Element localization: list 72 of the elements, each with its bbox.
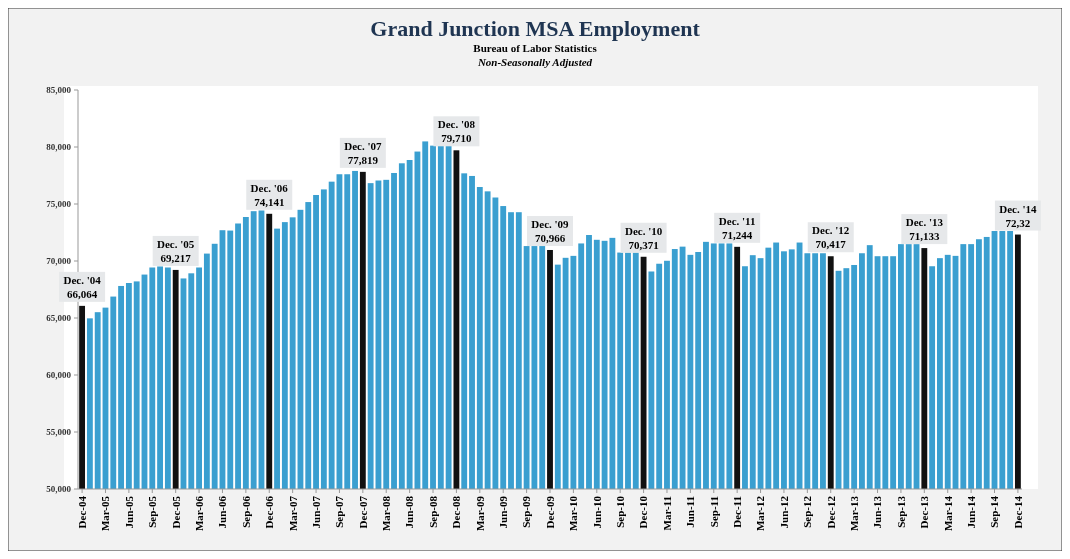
data-label: 79,710 <box>441 132 473 145</box>
chart-title: Grand Junction MSA Employment <box>370 16 701 41</box>
x-tick-label: Mar-07 <box>286 495 299 532</box>
annotation: Dec. '06 <box>250 181 289 194</box>
x-tick-label: Dec-14 <box>1011 495 1024 529</box>
x-tick-label: Sep-11 <box>707 496 720 528</box>
data-label: 74,141 <box>254 195 285 208</box>
x-tick-label: Dec-10 <box>637 495 650 529</box>
x-tick-label: Dec-11 <box>731 496 744 528</box>
x-tick-label: Dec-07 <box>356 495 369 529</box>
x-tick-label: Jun-08 <box>403 495 416 529</box>
x-tick-label: Jun-06 <box>216 495 229 529</box>
y-tick-label: 70,000 <box>46 256 72 267</box>
x-tick-label: Dec-08 <box>450 495 463 529</box>
data-label: 66,064 <box>66 287 98 300</box>
data-label: 77,819 <box>347 153 379 166</box>
data-label: 71,244 <box>722 228 753 241</box>
y-tick-label: 50,000 <box>46 484 72 495</box>
x-tick-label: Dec-13 <box>918 495 931 529</box>
data-label: 69,217 <box>160 251 192 264</box>
x-tick-label: Mar-14 <box>941 495 954 532</box>
annotation: Dec. '04 <box>63 273 102 286</box>
x-tick-label: Jun-14 <box>964 495 977 529</box>
y-tick-label: 75,000 <box>46 199 72 210</box>
data-label: 70,966 <box>534 231 566 244</box>
y-tick-label: 65,000 <box>46 313 72 324</box>
x-tick-label: Mar-06 <box>192 495 205 532</box>
x-tick-label: Sep-08 <box>426 495 439 528</box>
data-label: 71,133 <box>909 230 940 243</box>
x-tick-label: Dec-09 <box>543 495 556 529</box>
annotation: Dec. '14 72,32 <box>999 202 1038 229</box>
x-tick-label: Sep-09 <box>520 495 533 528</box>
x-tick-label: Jun-07 <box>309 495 322 529</box>
x-tick-label: Sep-10 <box>614 495 627 528</box>
x-tick-label: Sep-07 <box>333 495 346 528</box>
x-tick-label: Mar-11 <box>660 496 673 531</box>
annotation: Dec. '08 <box>437 118 476 131</box>
y-tick-label: 55,000 <box>46 427 72 438</box>
y-tick-label: 60,000 <box>46 370 72 381</box>
x-tick-label: Mar-12 <box>754 495 767 532</box>
x-tick-label: Jun-12 <box>777 495 790 529</box>
chart-subtitle: Bureau of Labor Statistics Non-Seasonally Adjusted <box>473 42 598 68</box>
x-tick-label: Jun-09 <box>497 495 510 529</box>
data-label: 70,371 <box>628 238 659 251</box>
x-tick-label: Jun-10 <box>590 495 603 529</box>
x-tick-label: Jun-05 <box>122 495 135 529</box>
annotation: Dec. '10 <box>624 224 663 237</box>
x-tick-label: Dec-12 <box>824 495 837 529</box>
x-tick-label: Jun-13 <box>871 495 884 529</box>
x-tick-label: Mar-08 <box>380 495 393 532</box>
annotation: Dec. '11 <box>718 214 756 227</box>
annotation: Dec. '07 <box>344 139 382 152</box>
x-tick-label: Dec-05 <box>169 495 182 529</box>
x-tick-label: Mar-05 <box>99 495 112 532</box>
y-tick-label: 80,000 <box>46 142 72 153</box>
x-tick-label: Dec-06 <box>263 495 276 529</box>
data-label: 70,417 <box>815 238 847 251</box>
annotation: Dec. '09 <box>531 217 570 230</box>
x-tick-label: Sep-13 <box>894 495 907 528</box>
x-tick-label: Jun-11 <box>684 496 697 528</box>
y-tick-label: 85,000 <box>46 85 72 96</box>
x-tick-label: Sep-06 <box>239 495 252 528</box>
x-tick-label: Mar-10 <box>567 495 580 532</box>
annotation: Dec. '05 <box>157 237 195 250</box>
annotation: Dec. '12 <box>812 224 850 237</box>
x-tick-label: Sep-05 <box>146 495 159 528</box>
x-tick-label: Sep-12 <box>801 495 814 528</box>
x-tick-label: Mar-09 <box>473 495 486 532</box>
x-tick-label: Sep-14 <box>988 495 1001 528</box>
annotation: Dec. '13 <box>905 216 944 229</box>
x-tick-label: Mar-13 <box>847 495 860 532</box>
x-tick-label: Dec-04 <box>75 495 88 529</box>
